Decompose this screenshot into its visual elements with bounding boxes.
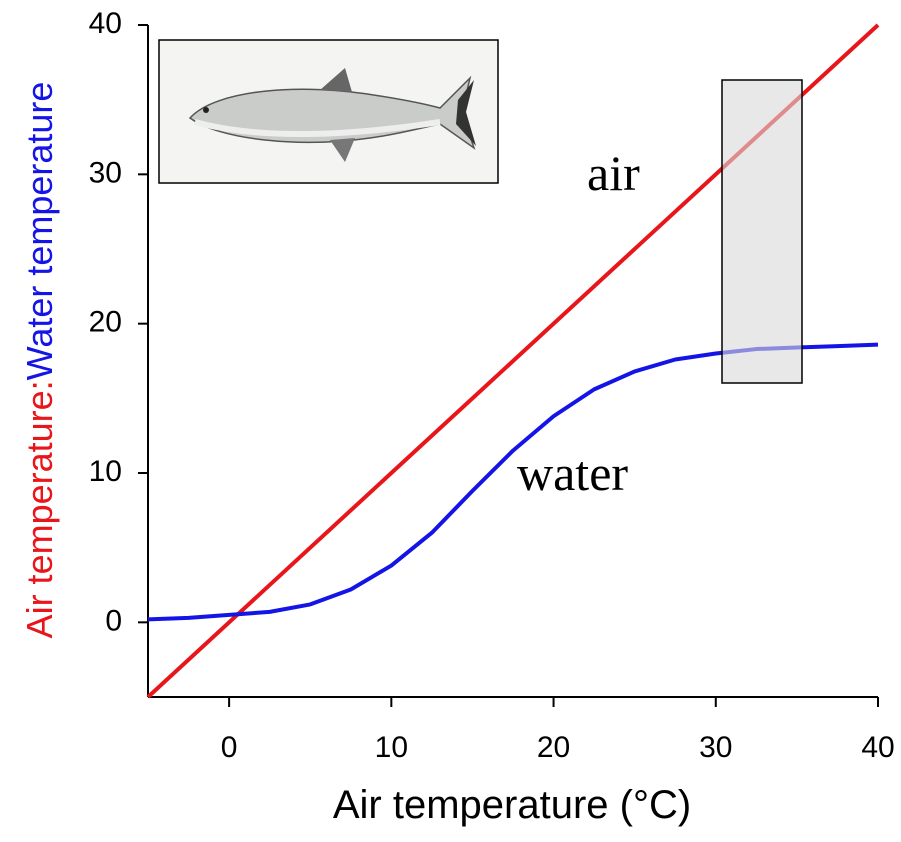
x-tick-label: 20: [537, 731, 570, 764]
y-tick-label: 20: [89, 306, 122, 339]
chart: 010203040010203040 Air temperature (°C) …: [0, 0, 901, 842]
y-tick-label: 0: [105, 604, 122, 637]
series-label: water: [517, 445, 628, 501]
x-tick-label: 40: [861, 731, 894, 764]
y-axis-title-part: Air temperature:: [19, 380, 60, 638]
series-line: [148, 345, 878, 620]
x-tick-label: 30: [699, 731, 732, 764]
highlight-box: [722, 80, 802, 383]
y-axis-title-part: Water temperature: [19, 82, 60, 381]
x-tick-label: 10: [375, 731, 408, 764]
x-axis-title: Air temperature (°C): [333, 783, 691, 827]
series-label: air: [587, 145, 640, 201]
y-tick-label: 40: [89, 7, 122, 40]
x-tick-label: 0: [221, 731, 238, 764]
y-tick-label: 10: [89, 455, 122, 488]
y-tick-label: 30: [89, 156, 122, 189]
y-axis-title: Air temperature:Water temperature: [19, 82, 60, 639]
